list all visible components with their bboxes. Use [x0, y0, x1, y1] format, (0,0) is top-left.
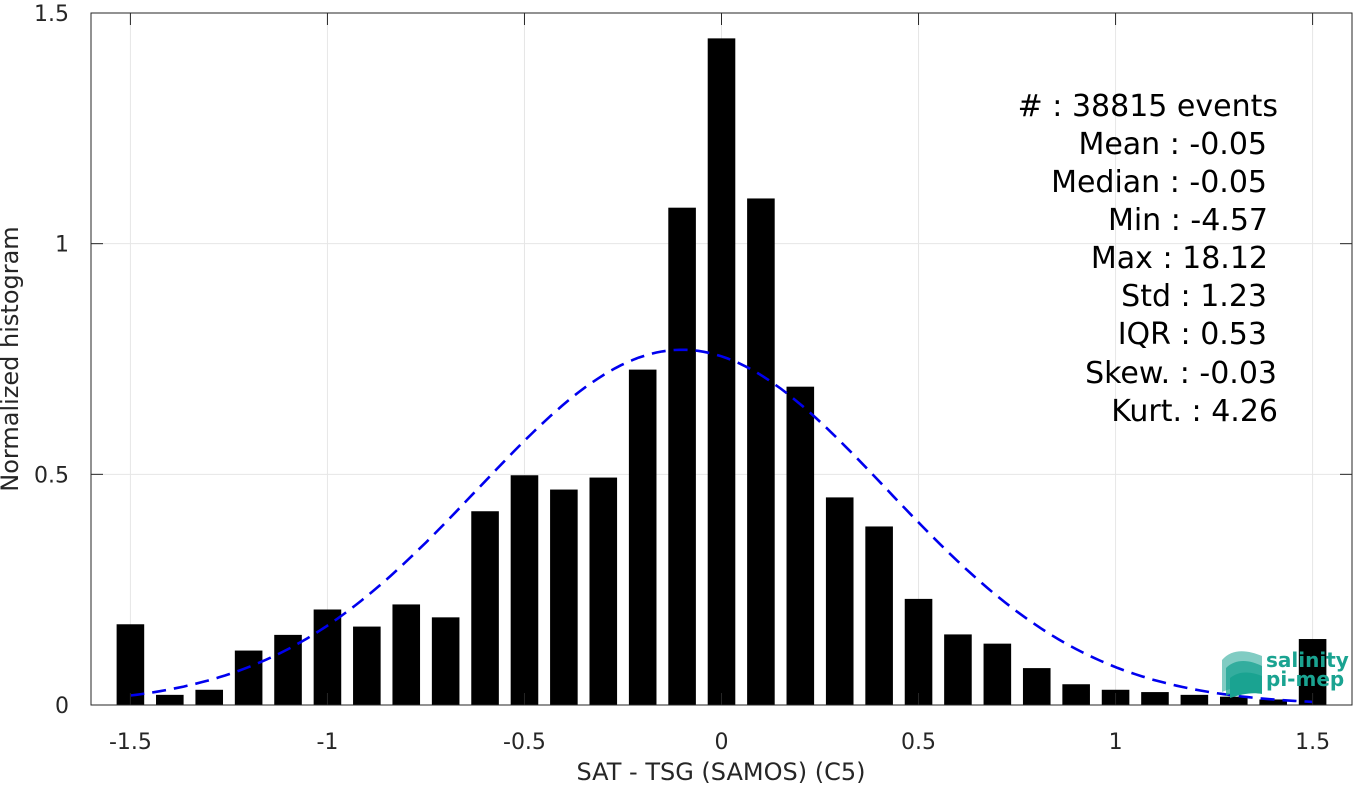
histogram-bar: [392, 604, 421, 705]
logo-line2: pi-mep: [1266, 667, 1344, 691]
histogram-bar: [825, 497, 854, 705]
x-tick-label: 1.5: [1295, 730, 1330, 755]
stat-kurt: Kurt. : 4.26: [1111, 394, 1278, 429]
histogram-bar: [195, 689, 224, 705]
histogram-bar: [747, 198, 775, 705]
stat-events: # : 38815 events: [1018, 89, 1278, 124]
histogram-bar: [1022, 668, 1051, 705]
x-axis-title: SAT - TSG (SAMOS) (C5): [577, 758, 866, 785]
axis-ticks: -1.5 -1 -0.5 0 0.5 1 1.5 0 0.5 1 1.5: [34, 2, 1352, 755]
histogram-bar: [471, 511, 499, 705]
histogram-bar: [116, 624, 145, 705]
x-tick-label: -1.5: [109, 730, 152, 755]
histogram-bar: [983, 643, 1012, 705]
x-tick-label: 0: [715, 730, 729, 755]
histogram-bar: [234, 650, 263, 705]
x-tick-label: 1: [1109, 730, 1123, 755]
y-tick-label: 0.5: [34, 463, 69, 488]
histogram-bar: [156, 694, 184, 705]
y-tick-label: 1.5: [34, 2, 69, 27]
histogram-bar: [353, 626, 381, 705]
histogram-bar: [668, 207, 696, 705]
histogram-bar: [865, 526, 893, 705]
x-tick-label: -0.5: [503, 730, 546, 755]
stat-max: Max : 18.12: [1091, 241, 1268, 276]
histogram-bar: [550, 489, 578, 705]
histogram-bar: [274, 634, 302, 705]
histogram-bar: [628, 369, 657, 705]
gaussian-fit-curve: [130, 348, 1313, 704]
histogram-bar: [1141, 692, 1169, 705]
histogram-bar: [707, 38, 736, 705]
statistics-box: # : 38815 events Mean : -0.05 Median : -…: [1018, 89, 1278, 429]
wave-layers-icon: [1222, 651, 1262, 698]
y-tick-label: 1: [55, 233, 69, 258]
histogram-bar: [431, 617, 460, 705]
histogram-bar: [1259, 699, 1287, 705]
y-tick-label: 0: [55, 694, 69, 719]
x-tick-label: -1: [316, 730, 338, 755]
stat-skew: Skew. : -0.03: [1085, 356, 1277, 391]
histogram-bar: [313, 609, 342, 705]
stat-median: Median : -0.05: [1051, 165, 1267, 200]
histogram-bars: [116, 38, 1327, 705]
histogram-bar: [589, 477, 618, 705]
stat-iqr: IQR : 0.53: [1118, 317, 1267, 352]
logo-line1: salinity: [1266, 648, 1349, 672]
stat-mean: Mean : -0.05: [1078, 127, 1267, 162]
salinity-pi-mep-logo: salinity pi-mep: [1222, 648, 1349, 698]
stat-std: Std : 1.23: [1121, 279, 1267, 314]
histogram-bar: [786, 386, 815, 705]
histogram-bar: [1180, 694, 1209, 705]
histogram-bar: [1219, 696, 1248, 705]
x-tick-label: 0.5: [901, 730, 936, 755]
y-axis-title: Normalized histogram: [0, 226, 24, 491]
histogram-bar: [944, 634, 972, 705]
histogram-bar: [904, 598, 933, 705]
histogram-bar: [1062, 684, 1090, 705]
histogram-bar: [510, 475, 539, 705]
stat-min: Min : -4.57: [1108, 203, 1268, 238]
